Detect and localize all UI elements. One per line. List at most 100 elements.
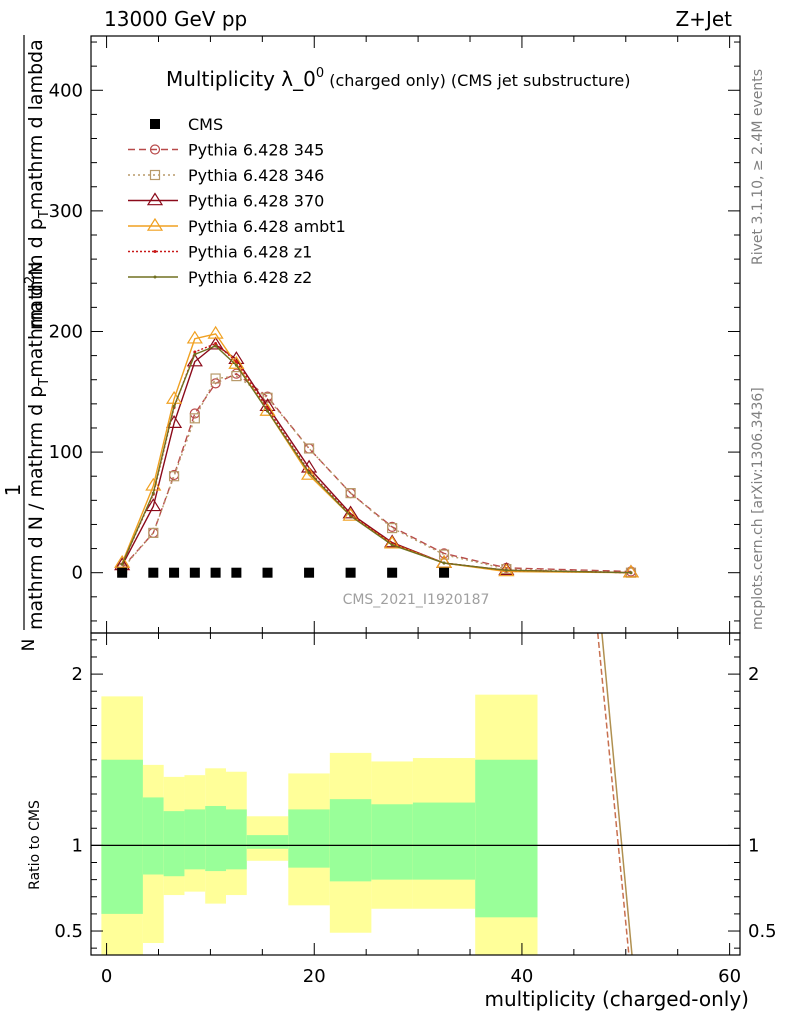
ratio-y-tick-label-right: 2	[748, 664, 759, 685]
ratio-bands	[101, 633, 633, 955]
ratio-series-line	[601, 633, 633, 955]
series-2	[114, 336, 640, 578]
legend-cms-marker	[150, 119, 160, 129]
y-axis-label-one: 1	[1, 484, 25, 497]
y-axis-label-lower: mathrm d N / mathrm d pTmathrm d2N	[23, 262, 52, 630]
series-marker-triangle	[259, 402, 276, 416]
series-marker-dot	[214, 344, 218, 348]
ratio-band-green	[101, 759, 143, 914]
series-marker-dot	[172, 404, 176, 408]
series-marker-dot	[307, 471, 311, 475]
cms-data-point	[117, 567, 128, 578]
series-marker-square	[149, 169, 161, 181]
series-marker-dot	[151, 491, 155, 495]
ratio-band-green	[475, 759, 538, 918]
chart-title: Multiplicity λ_00 (charged only) (CMS je…	[166, 66, 631, 91]
ratio-y-tick-label-right: 1	[748, 835, 759, 856]
ratio-band-green	[288, 809, 330, 868]
series-line	[121, 333, 631, 574]
series-marker-dot	[120, 562, 124, 566]
chart-title-subtitle: (charged only) (CMS jet substructure)	[324, 71, 630, 90]
ratio-band-green	[225, 809, 247, 870]
y-axis-label-composite: 1 mathrm d N / mathrm d pTmathrm d2Nmathr…	[1, 35, 52, 630]
series-marker-square	[303, 443, 315, 454]
ratio-y-axis-label: Ratio to CMS	[27, 800, 43, 890]
legend-label-3: Pythia 6.428 ambt1	[188, 217, 346, 236]
ylabel-sub-T: T	[37, 210, 52, 219]
series-marker-square	[210, 373, 221, 384]
legend-cms-label: CMS	[188, 115, 223, 134]
cms-data-point	[148, 567, 159, 578]
series-marker-circle	[303, 443, 315, 454]
cms-data	[117, 567, 450, 578]
series-marker-dot	[349, 514, 353, 518]
header-collision-label: 13000 GeV pp	[104, 7, 247, 31]
cms-data-point	[169, 567, 180, 578]
series-marker-square	[387, 522, 398, 534]
series-line	[121, 345, 631, 574]
x-axis-label: multiplicity (charged-only)	[484, 987, 749, 1011]
y-tick-label: 400	[49, 80, 83, 101]
series-marker-dot	[266, 409, 270, 413]
header-process-label: Z+Jet	[675, 7, 732, 31]
series-line	[121, 343, 631, 574]
cms-data-point	[262, 567, 273, 578]
cms-data-point	[387, 567, 398, 578]
series-marker-triangle	[186, 353, 203, 367]
series-marker-square	[148, 527, 159, 538]
chart-title-superscript: 0	[316, 66, 324, 81]
x-tick-label: 40	[510, 966, 533, 987]
series-marker-triangle	[145, 477, 162, 491]
series-marker-dot	[504, 568, 508, 572]
x-tick-label: 20	[303, 966, 326, 987]
series-marker-dot	[193, 352, 197, 356]
ylabel-part-N: N	[25, 262, 47, 276]
ratio-y-tick-label: 2	[72, 664, 83, 685]
series-line	[121, 342, 631, 574]
legend-label-5: Pythia 6.428 z2	[188, 268, 312, 287]
series-marker-dot	[390, 543, 394, 547]
cms-data-point	[439, 567, 450, 578]
series-marker-triangle	[146, 192, 164, 206]
ylabel-part: mathrm d N / mathrm d p	[25, 386, 47, 630]
series-marker-square	[168, 471, 180, 482]
ylabel-part: mathrm d p	[25, 218, 47, 330]
cms-data-point	[304, 567, 315, 578]
series-marker-dot	[629, 571, 633, 575]
y-tick-label: 200	[49, 321, 83, 342]
series-marker-square	[262, 392, 273, 403]
series-marker-dot	[234, 360, 238, 364]
y-tick-label: 300	[49, 201, 83, 222]
x-tick-label: 0	[101, 966, 112, 987]
ratio-band-green	[371, 804, 413, 880]
series-marker-square	[189, 413, 200, 424]
ratio-band-green	[163, 811, 185, 877]
series-marker-square	[231, 371, 242, 382]
series-marker-triangle	[114, 554, 131, 568]
series-marker-triangle	[207, 325, 224, 339]
ratio-y-tick-label: 1	[72, 835, 83, 856]
series-line	[121, 372, 631, 573]
series-marker-triangle	[207, 336, 224, 350]
y-axis-label: N	[19, 639, 39, 652]
series-marker-dot	[442, 561, 446, 565]
y-tick-label: 0	[72, 563, 83, 584]
series-marker-triangle	[342, 507, 359, 521]
ratio-band-green	[205, 805, 226, 872]
series-marker-square	[345, 487, 356, 499]
series-marker-triangle	[186, 330, 203, 344]
rivet-label: Rivet 3.1.10, ≥ 2.4M events	[750, 69, 766, 265]
legend-label-1: Pythia 6.428 346	[188, 166, 324, 185]
series-marker-dot	[193, 350, 197, 354]
chart-title-main: Multiplicity λ_0	[166, 67, 316, 91]
ylabel-part-2: N	[19, 639, 39, 652]
legend-label-4: Pythia 6.428 z1	[188, 243, 312, 262]
y-axis-label-numerator: N	[19, 639, 39, 652]
series-marker-circle	[149, 144, 161, 155]
ratio-series-line	[596, 633, 630, 955]
legend-label-0: Pythia 6.428 345	[188, 141, 324, 160]
series-5	[120, 344, 633, 575]
series-marker-triangle	[145, 498, 162, 512]
analysis-watermark: CMS_2021_I1920187	[343, 592, 490, 608]
x-tick-label: 60	[718, 966, 741, 987]
